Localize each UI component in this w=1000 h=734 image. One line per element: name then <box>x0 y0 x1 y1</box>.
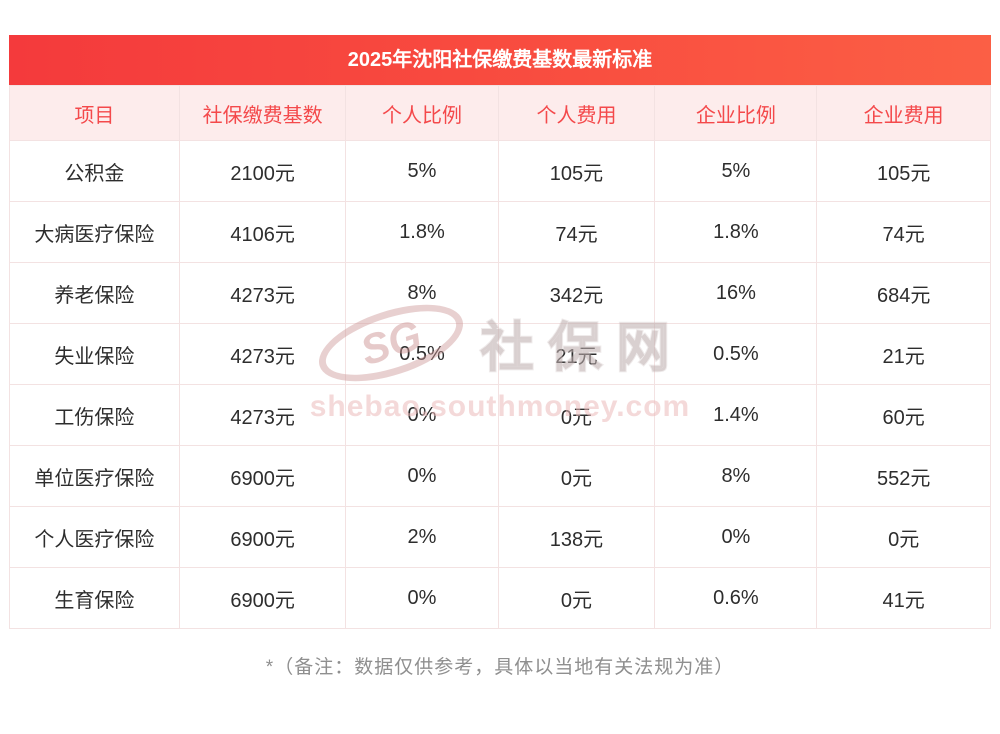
value-cell: 0% <box>345 384 499 446</box>
value-cell: 41元 <box>816 567 991 629</box>
value-cell: 0% <box>345 567 499 629</box>
value-cell: 5% <box>654 140 818 202</box>
value-cell: 4106元 <box>178 201 347 263</box>
value-cell: 0元 <box>816 506 991 568</box>
value-cell: 0.5% <box>345 323 499 385</box>
value-cell: 2100元 <box>178 140 347 202</box>
value-cell: 4273元 <box>178 384 347 446</box>
value-cell: 0元 <box>497 445 656 507</box>
value-cell: 0% <box>345 445 499 507</box>
page-container: 2025年沈阳社保缴费基数最新标准 项目 社保缴费基数 个人比例 个人费用 企业比例 企业… <box>9 35 991 678</box>
table-row: 工伤保险 4273元 0% 0元 1.4% 60元 <box>9 384 991 446</box>
value-cell: 74元 <box>816 201 991 263</box>
value-cell: 74元 <box>497 201 656 263</box>
value-cell: 0元 <box>497 384 656 446</box>
value-cell: 5% <box>345 140 499 202</box>
value-cell: 21元 <box>497 323 656 385</box>
value-cell: 0% <box>654 506 818 568</box>
table-row: 养老保险 4273元 8% 342元 16% 684元 <box>9 262 991 324</box>
column-header: 社保缴费基数 <box>178 85 347 141</box>
value-cell: 6900元 <box>178 445 347 507</box>
row-label-cell: 大病医疗保险 <box>9 201 180 263</box>
value-cell: 1.8% <box>345 201 499 263</box>
value-cell: 138元 <box>497 506 656 568</box>
value-cell: 0.6% <box>654 567 818 629</box>
value-cell: 1.4% <box>654 384 818 446</box>
value-cell: 0元 <box>497 567 656 629</box>
row-label-cell: 失业保险 <box>9 323 180 385</box>
value-cell: 21元 <box>816 323 991 385</box>
value-cell: 6900元 <box>178 567 347 629</box>
table-row: 生育保险 6900元 0% 0元 0.6% 41元 <box>9 567 991 629</box>
value-cell: 4273元 <box>178 323 347 385</box>
column-header: 企业费用 <box>816 85 991 141</box>
row-label-cell: 工伤保险 <box>9 384 180 446</box>
value-cell: 552元 <box>816 445 991 507</box>
table-row: 大病医疗保险 4106元 1.8% 74元 1.8% 74元 <box>9 201 991 263</box>
row-label-cell: 公积金 <box>9 140 180 202</box>
row-label-cell: 个人医疗保险 <box>9 506 180 568</box>
table-row: 公积金 2100元 5% 105元 5% 105元 <box>9 140 991 202</box>
social-insurance-table: 项目 社保缴费基数 个人比例 个人费用 企业比例 企业费用 公积金 2100元 5% 105元 5… <box>9 85 991 629</box>
table-row: 个人医疗保险 6900元 2% 138元 0% 0元 <box>9 506 991 568</box>
column-header: 个人比例 <box>345 85 499 141</box>
value-cell: 1.8% <box>654 201 818 263</box>
table-title-bar: 2025年沈阳社保缴费基数最新标准 <box>9 35 991 85</box>
row-label-cell: 单位医疗保险 <box>9 445 180 507</box>
table-head: 项目 社保缴费基数 个人比例 个人费用 企业比例 企业费用 <box>9 85 991 141</box>
value-cell: 105元 <box>497 140 656 202</box>
value-cell: 4273元 <box>178 262 347 324</box>
table-body: 公积金 2100元 5% 105元 5% 105元 大病医疗保险 4106元 1.8% 74元 1.… <box>9 140 991 629</box>
value-cell: 0.5% <box>654 323 818 385</box>
column-header: 个人费用 <box>497 85 656 141</box>
row-label-cell: 生育保险 <box>9 567 180 629</box>
value-cell: 16% <box>654 262 818 324</box>
row-label-cell: 养老保险 <box>9 262 180 324</box>
value-cell: 684元 <box>816 262 991 324</box>
table-header-row: 项目 社保缴费基数 个人比例 个人费用 企业比例 企业费用 <box>9 85 991 141</box>
value-cell: 342元 <box>497 262 656 324</box>
value-cell: 2% <box>345 506 499 568</box>
value-cell: 105元 <box>816 140 991 202</box>
footnote: *（备注：数据仅供参考，具体以当地有关法规为准） <box>265 657 735 678</box>
table-row: 失业保险 4273元 0.5% 21元 0.5% 21元 <box>9 323 991 385</box>
value-cell: 8% <box>654 445 818 507</box>
value-cell: 6900元 <box>178 506 347 568</box>
value-cell: 8% <box>345 262 499 324</box>
value-cell: 60元 <box>816 384 991 446</box>
column-header: 企业比例 <box>654 85 818 141</box>
table-row: 单位医疗保险 6900元 0% 0元 8% 552元 <box>9 445 991 507</box>
column-header: 项目 <box>9 85 180 141</box>
